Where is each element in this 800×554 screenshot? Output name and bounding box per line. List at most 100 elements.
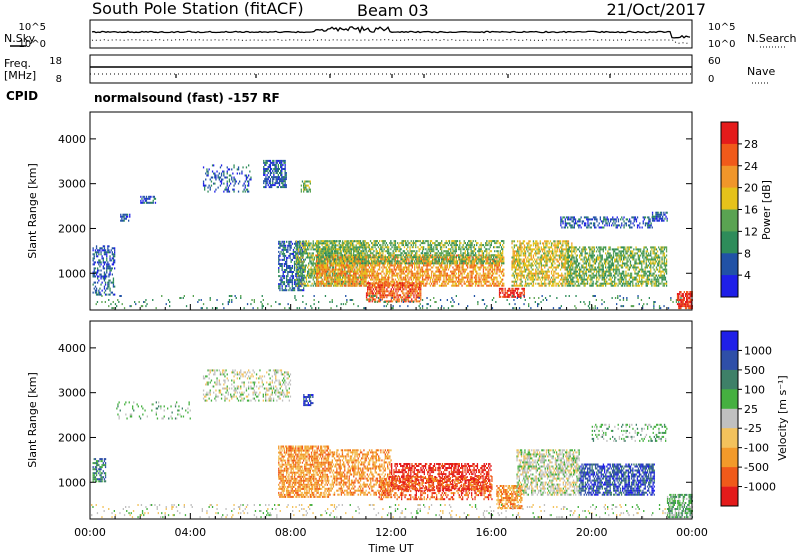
range-cell [459, 270, 461, 273]
range-cell [362, 244, 364, 247]
range-cell [381, 280, 383, 283]
range-cell [445, 254, 447, 257]
range-cell [373, 244, 375, 247]
range-cell [411, 260, 413, 263]
range-cell [106, 293, 108, 296]
range-cell [295, 281, 297, 284]
range-cell [313, 282, 315, 285]
range-cell [490, 254, 492, 257]
range-cell [328, 268, 330, 271]
range-cell [351, 282, 354, 285]
range-cell [497, 252, 499, 255]
range-cell [502, 254, 504, 257]
range-cell [361, 280, 363, 283]
range-cell [467, 254, 469, 257]
range-cell [453, 268, 455, 271]
range-cell [321, 254, 323, 257]
range-cell [374, 262, 376, 265]
range-cell [93, 275, 95, 278]
range-cell [336, 250, 338, 253]
range-cell [498, 262, 500, 265]
range-cell [383, 276, 385, 279]
range-cell [496, 258, 498, 261]
range-cell [302, 268, 304, 271]
range-cell [416, 280, 418, 283]
range-cell [330, 282, 332, 285]
range-cell [282, 273, 284, 275]
range-cell [374, 288, 377, 291]
range-cell [333, 260, 336, 263]
range-cell [351, 280, 354, 283]
range-cell [293, 267, 296, 269]
range-cell [359, 242, 362, 245]
range-cell [425, 282, 427, 285]
range-cell [406, 268, 408, 271]
range-cell [465, 246, 468, 249]
range-cell [402, 276, 404, 279]
range-cell [325, 252, 328, 255]
range-cell [92, 271, 94, 274]
range-cell [308, 242, 310, 245]
range-cell [388, 262, 390, 265]
range-cell [356, 270, 358, 273]
range-cell [296, 274, 299, 277]
range-cell [232, 180, 234, 183]
range-cell [425, 270, 427, 273]
range-cell [327, 246, 329, 249]
range-cell [322, 254, 324, 257]
range-cell [394, 282, 396, 285]
range-cell [313, 274, 315, 277]
range-cell [432, 284, 434, 287]
range-cell [497, 260, 499, 263]
range-cell [480, 248, 482, 251]
range-cell [395, 296, 397, 299]
range-cell [375, 242, 377, 245]
range-cell [373, 284, 376, 287]
range-cell [303, 242, 305, 245]
range-cell [412, 256, 415, 259]
range-cell [329, 272, 331, 275]
range-cell [222, 170, 224, 173]
range-cell [325, 282, 327, 285]
range-cell [390, 296, 392, 299]
range-cell [321, 244, 323, 247]
range-cell [478, 266, 480, 269]
range-cell [289, 279, 291, 282]
range-cell [267, 159, 269, 162]
range-cell [358, 252, 360, 255]
range-cell [377, 252, 380, 255]
range-cell [289, 287, 291, 290]
range-cell [397, 294, 399, 297]
range-cell [419, 254, 421, 257]
range-cell [266, 174, 268, 176]
range-cell [282, 254, 284, 257]
range-cell [321, 260, 323, 263]
range-cell [420, 256, 422, 259]
range-cell [394, 262, 397, 265]
range-cell [473, 258, 476, 261]
range-cell [503, 268, 505, 271]
range-cell [379, 262, 381, 265]
range-cell [343, 254, 345, 257]
range-cell [283, 184, 285, 187]
range-cell [375, 276, 377, 279]
range-cell [293, 250, 296, 253]
range-cell [285, 172, 287, 174]
range-cell [486, 240, 488, 243]
range-cell [448, 252, 451, 255]
range-cell [458, 274, 460, 277]
range-cell [332, 244, 334, 247]
range-cell [437, 256, 439, 259]
range-cell [92, 253, 94, 256]
range-cell [336, 262, 338, 265]
range-cell [336, 278, 338, 281]
range-cell [296, 278, 299, 281]
range-cell [356, 240, 358, 243]
range-cell [433, 276, 435, 279]
range-cell [438, 276, 441, 279]
range-cell [323, 276, 325, 279]
range-cell [411, 264, 413, 267]
range-cell [291, 289, 293, 292]
range-cell [344, 282, 346, 285]
range-cell [98, 289, 100, 292]
